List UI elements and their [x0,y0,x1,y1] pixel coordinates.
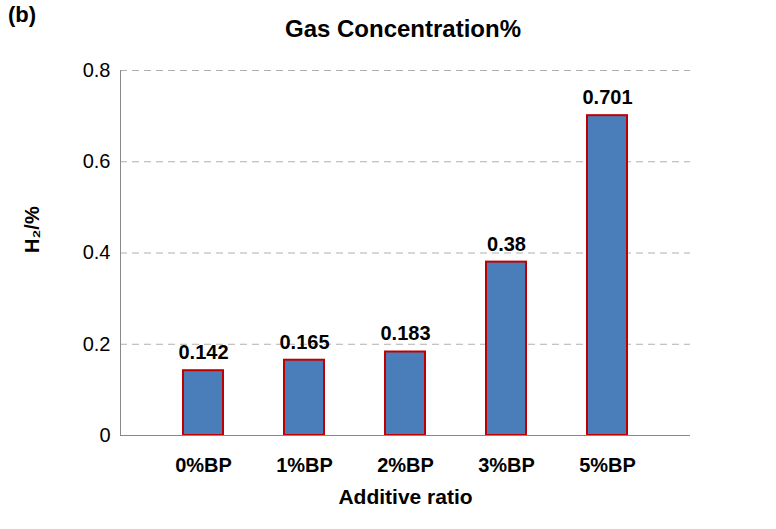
svg-text:0.183: 0.183 [380,322,430,344]
svg-text:0: 0 [99,424,110,446]
svg-text:Additive ratio: Additive ratio [338,485,472,508]
html-text:(b): (b) [8,2,37,27]
svg-text:H₂/%: H₂/% [21,206,43,253]
svg-text:3%BP: 3%BP [478,454,535,476]
svg-text:0.4: 0.4 [83,241,111,263]
svg-text:2%BP: 2%BP [377,454,434,476]
svg-text:0.8: 0.8 [83,59,111,81]
svg-text:1%BP: 1%BP [276,454,333,476]
html-text:Gas Concentration%: Gas Concentration% [285,15,521,42]
svg-text:5%BP: 5%BP [579,454,636,476]
svg-text:0.38: 0.38 [487,233,526,255]
svg-text:0.2: 0.2 [83,333,111,355]
svg-text:0%BP: 0%BP [175,454,232,476]
svg-text:0.6: 0.6 [83,150,111,172]
svg-text:0.701: 0.701 [582,86,632,108]
svg-text:0.142: 0.142 [178,341,228,363]
svg-text:0.165: 0.165 [279,331,329,353]
